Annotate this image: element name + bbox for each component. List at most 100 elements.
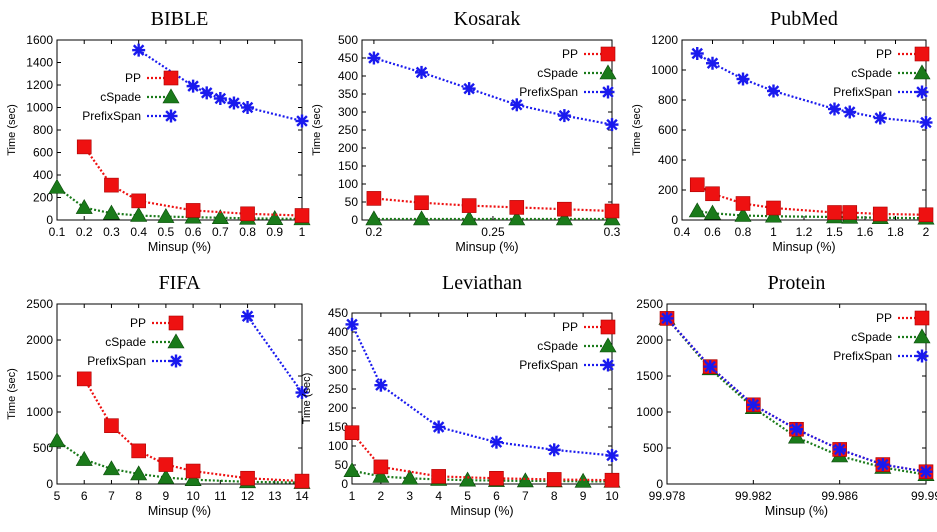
series-line-pp — [83, 146, 303, 217]
legend-label: PrefixSpan — [833, 85, 892, 99]
data-point-pp — [546, 472, 562, 487]
data-point-prefixspan — [510, 98, 524, 112]
y-tick-label: 200 — [658, 183, 678, 197]
data-point-prefixspan — [706, 56, 719, 70]
data-point-prefixspan — [241, 309, 255, 323]
x-tick-label: 12 — [241, 489, 255, 503]
data-point-prefixspan — [462, 82, 476, 96]
x-tick-label: 0.6 — [185, 225, 202, 239]
y-axis-label: Time (sec) — [301, 373, 313, 425]
x-tick-label: 8 — [135, 489, 142, 503]
subplot-2: Kosarak 0 50 100 150 200 250 300 350 400 450 500 0.2… — [311, 8, 621, 254]
legend-label: PP — [876, 311, 892, 325]
y-tick-label: 1400 — [26, 56, 53, 70]
legend-marker-pp — [914, 310, 930, 326]
x-tick-label: 0.2 — [76, 225, 93, 239]
x-tick-label: 0.1 — [49, 225, 66, 239]
y-tick-label: 2500 — [26, 297, 53, 311]
x-axis-label: Minsup (%) — [148, 504, 211, 518]
data-point-cspade — [75, 450, 93, 466]
data-point-prefixspan — [489, 435, 503, 449]
subplot-6: Protein 0 500 1000 1500 2000 2500 99.978 99.982 9… — [636, 272, 937, 518]
x-tick-label: 7 — [522, 489, 529, 503]
data-point-cspade — [130, 465, 148, 481]
series-line-prefixspan — [246, 315, 303, 394]
legend-label: PrefixSpan — [519, 358, 578, 372]
plot-frame — [56, 39, 303, 221]
legend-marker-pp — [914, 46, 930, 62]
data-point-pp — [185, 203, 201, 218]
x-tick-label: 0.25 — [481, 225, 505, 239]
subplot-1: BIBLE 0 200 400 600 800 1000 1200 1400 1600 0.1 0.2… — [6, 8, 311, 254]
data-point-pp — [104, 177, 119, 193]
data-point-cspade — [102, 204, 120, 220]
x-tick-label: 0.3 — [604, 225, 621, 239]
data-point-prefixspan — [132, 43, 146, 57]
series-line-cspade — [697, 209, 927, 220]
data-point-pp — [766, 200, 781, 216]
legend-marker-cspade — [167, 333, 185, 349]
data-point-prefixspan — [241, 101, 255, 114]
data-point-prefixspan — [200, 86, 214, 100]
series-line-pp — [696, 183, 927, 216]
data-point-prefixspan — [186, 79, 200, 93]
x-tick-label: 13 — [268, 489, 282, 503]
data-point-cspade — [365, 210, 383, 226]
legend-marker-cspade — [599, 337, 617, 353]
x-tick-label: 3 — [406, 489, 413, 503]
legend-label: PrefixSpan — [82, 109, 141, 123]
legend: PP cSpade PrefixSpan — [519, 319, 617, 372]
y-tick-label: 200 — [33, 191, 53, 205]
y-tick-label: 500 — [33, 441, 53, 455]
x-tick-label: 1 — [349, 489, 356, 503]
y-tick-label: 150 — [338, 159, 358, 173]
legend: PP cSpade PrefixSpan — [87, 315, 185, 368]
x-tick-label: 0.6 — [704, 225, 721, 239]
y-tick-label: 400 — [33, 168, 53, 182]
x-axis-label: Minsup (%) — [772, 240, 835, 254]
y-tick-label: 0 — [351, 213, 358, 227]
legend: PP cSpade PrefixSpan — [833, 310, 931, 363]
subplot-3: PubMed 0 200 400 600 800 1000 1200 0.4 0.6 0.8 1 1.2… — [631, 8, 935, 254]
data-point-cspade — [703, 204, 722, 220]
x-tick-label: 1.2 — [796, 225, 813, 239]
data-point-pp — [689, 177, 705, 193]
x-tick-label: 0.3 — [103, 225, 120, 239]
data-point-prefixspan — [833, 442, 847, 456]
y-tick-label: 200 — [328, 401, 348, 415]
legend-label: PP — [876, 47, 892, 61]
data-point-prefixspan — [295, 114, 309, 128]
plot-frame — [666, 303, 927, 485]
y-tick-label: 300 — [328, 363, 348, 377]
x-tick-label: 10 — [186, 489, 200, 503]
data-point-prefixspan — [919, 116, 933, 129]
subplot-title: PubMed — [770, 8, 838, 30]
legend-marker-prefixspan — [169, 354, 183, 368]
data-point-pp — [294, 208, 310, 223]
y-tick-label: 450 — [328, 306, 348, 320]
data-point-prefixspan — [660, 311, 674, 325]
y-tick-label: 800 — [658, 93, 678, 107]
data-point-cspade — [555, 210, 573, 226]
x-axis-label: Minsup (%) — [765, 504, 828, 518]
data-point-pp — [431, 469, 446, 484]
data-point-prefixspan — [557, 109, 571, 123]
data-point-cspade — [48, 178, 66, 194]
y-tick-label: 350 — [328, 344, 348, 358]
x-tick-label: 0.2 — [366, 225, 383, 239]
legend-label: PP — [562, 47, 578, 61]
legend-label: PP — [562, 320, 578, 334]
y-tick-label: 0 — [46, 477, 53, 491]
data-point-cspade — [48, 432, 66, 448]
series-line-cspade — [56, 439, 303, 484]
x-tick-label: 2 — [378, 489, 385, 503]
data-point-prefixspan — [873, 111, 887, 125]
x-tick-label: 99.99 — [911, 489, 937, 503]
data-point-prefixspan — [605, 449, 619, 462]
data-point-prefixspan — [415, 65, 429, 79]
data-point-cspade — [401, 469, 419, 485]
data-point-prefixspan — [746, 398, 760, 412]
y-tick-label: 150 — [328, 420, 348, 434]
data-point-cspade — [688, 202, 706, 218]
